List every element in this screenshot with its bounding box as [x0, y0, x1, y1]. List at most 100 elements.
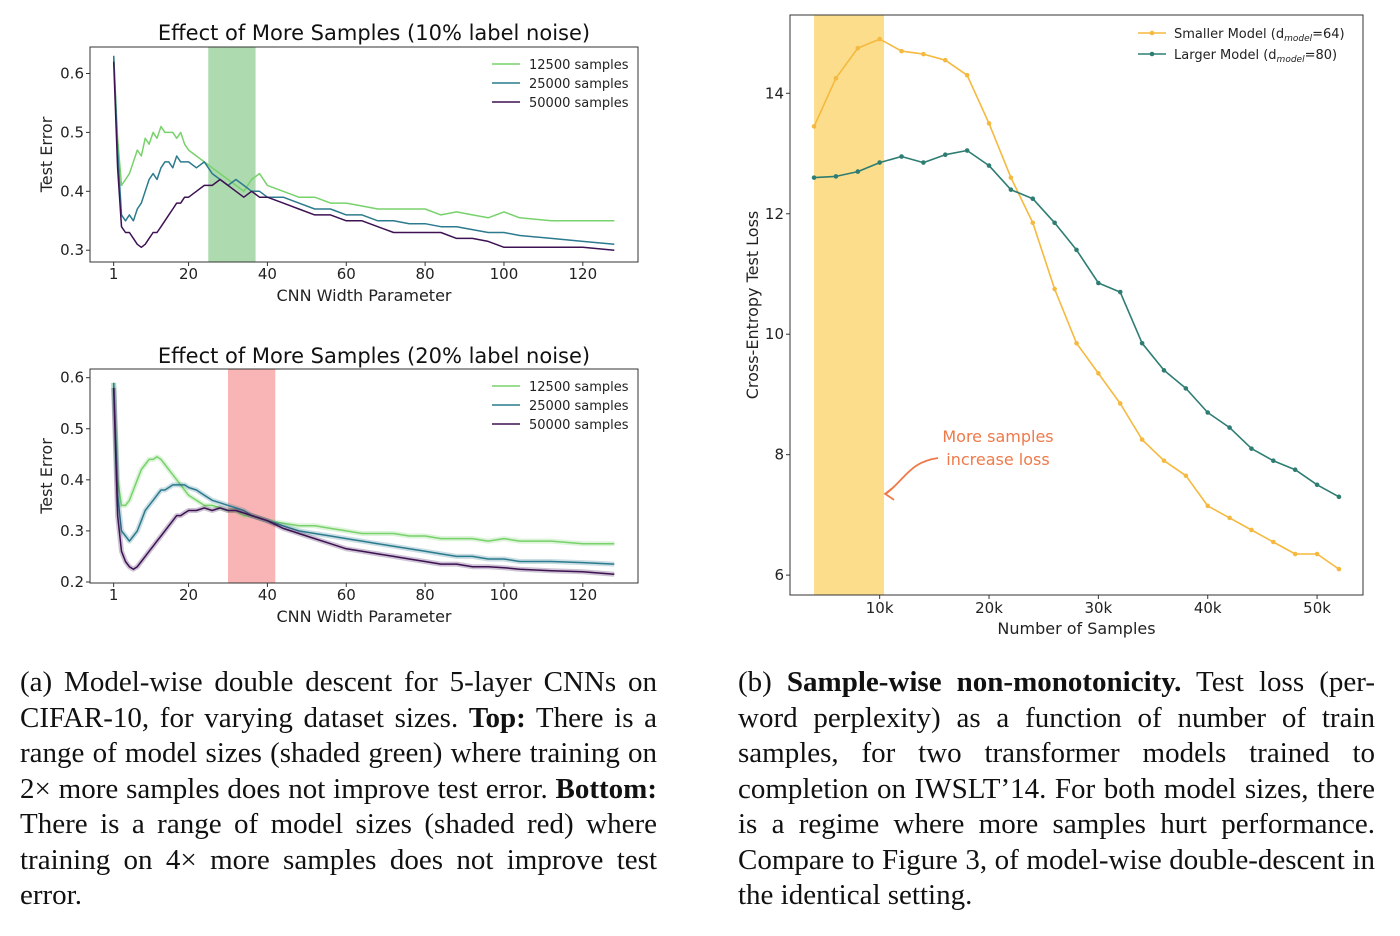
plot-frame [89, 46, 639, 263]
data-point [1205, 503, 1211, 509]
data-point [964, 148, 970, 153]
y-tick-label: 10 [765, 325, 784, 343]
data-point [1074, 247, 1079, 253]
legend: 12500 samples 25000 samples 50000 samples [492, 380, 629, 433]
data-point [1096, 371, 1101, 376]
x-tick-label: 120 [568, 265, 597, 283]
x-tick-label: 1 [109, 586, 119, 604]
y-tick-label: 0.5 [60, 123, 84, 141]
series-band [111, 387, 615, 577]
data-point [1030, 220, 1036, 226]
y-tick-label: 0.2 [60, 573, 84, 591]
x-tick-label: 60 [337, 586, 356, 604]
legend-label: Smaller Model (dmodel=64) [1174, 27, 1345, 44]
y-tick-label: 0.3 [60, 522, 84, 540]
x-tick-label: 50k [1303, 599, 1331, 617]
series-line [112, 387, 615, 576]
x-tick-label: 40 [258, 265, 277, 283]
data-point [1074, 340, 1079, 346]
series-line [112, 61, 615, 251]
data-point [986, 121, 992, 126]
y-tick-label: 6 [774, 566, 784, 584]
data-point [1205, 410, 1211, 415]
y-axis-label: Test Error [37, 438, 56, 515]
caption-a-bottom-text: There is a range of model sizes (shaded … [20, 808, 657, 911]
data-point [986, 163, 992, 168]
x-tick-label: 100 [490, 586, 519, 604]
y-tick-label: 8 [774, 446, 784, 464]
series-line [813, 38, 1340, 570]
x-tick-label: 10k [866, 599, 894, 617]
data-point [877, 36, 882, 42]
y-tick-label: 0.6 [60, 369, 84, 387]
chart-title: Effect of More Samples (20% label noise) [158, 344, 590, 368]
data-point [1292, 467, 1298, 473]
data-point [1271, 458, 1276, 463]
data-point [1117, 289, 1123, 295]
caption-a-top-label: Top: [468, 701, 526, 734]
y-tick-label: 12 [765, 205, 784, 223]
data-point [1292, 551, 1298, 557]
data-point [1139, 340, 1145, 346]
data-point [1052, 220, 1057, 226]
data-point [1336, 566, 1342, 572]
annotation-arrow [885, 457, 939, 495]
data-point [1183, 386, 1189, 391]
shaded-region [814, 15, 885, 595]
legend-marker [1149, 51, 1155, 57]
x-tick-label: 120 [568, 586, 597, 604]
data-point [855, 45, 861, 51]
x-tick-label: 100 [490, 265, 519, 283]
x-tick-label: 20 [179, 586, 198, 604]
chart-title: Effect of More Samples (10% label noise) [158, 21, 590, 45]
y-axis-label: Cross-Entropy Test Loss [743, 211, 762, 400]
x-axis-label: Number of Samples [997, 619, 1155, 638]
data-point [964, 72, 970, 78]
y-tick-label: 14 [765, 84, 784, 102]
data-point [1117, 401, 1123, 406]
x-tick-label: 40k [1194, 599, 1222, 617]
caption-b-bold-label: Sample-wise non-monotonicity. [786, 666, 1182, 698]
x-tick-label: 40 [258, 586, 277, 604]
data-point [899, 48, 904, 54]
data-point [811, 175, 817, 180]
data-point [855, 169, 861, 174]
legend: 12500 samples 25000 samples 50000 samples [492, 58, 629, 111]
caption-b-prefix: (b) [738, 666, 787, 698]
legend-marker [1149, 30, 1155, 36]
legend-label: 50000 samples [529, 418, 629, 433]
legend-label: 12500 samples [529, 58, 629, 73]
x-tick-label: 80 [416, 265, 435, 283]
annotation-arrowhead [883, 486, 895, 501]
x-tick-label: 1 [109, 265, 119, 283]
data-point [942, 57, 948, 63]
caption-b-text: Test loss (per-word perplexity) as a fun… [738, 666, 1375, 911]
x-tick-label: 20k [975, 599, 1003, 617]
x-axis-label: CNN Width Parameter [276, 607, 451, 626]
data-point [921, 160, 926, 165]
shaded-region [227, 369, 276, 583]
data-point [877, 160, 882, 165]
data-point [942, 152, 948, 158]
y-tick-label: 0.4 [60, 471, 84, 489]
legend-label: 25000 samples [529, 399, 629, 414]
caption-a: (a) Model-wise double descent for 5-laye… [20, 665, 657, 914]
data-point [1161, 458, 1167, 463]
data-point [921, 51, 926, 57]
data-point [1008, 187, 1014, 192]
shaded-region [208, 47, 256, 262]
data-point [1096, 280, 1101, 286]
data-point [833, 75, 839, 81]
series-line [112, 55, 615, 222]
y-tick-label: 0.4 [60, 182, 84, 200]
data-point [1183, 473, 1189, 479]
caption-a-prefix: (a) Model-wise double descent for 5-laye… [20, 666, 657, 734]
plot-frame [89, 368, 639, 584]
data-point [1227, 425, 1232, 430]
data-point [1030, 196, 1036, 201]
y-tick-label: 0.6 [60, 65, 84, 83]
x-tick-label: 60 [337, 265, 356, 283]
